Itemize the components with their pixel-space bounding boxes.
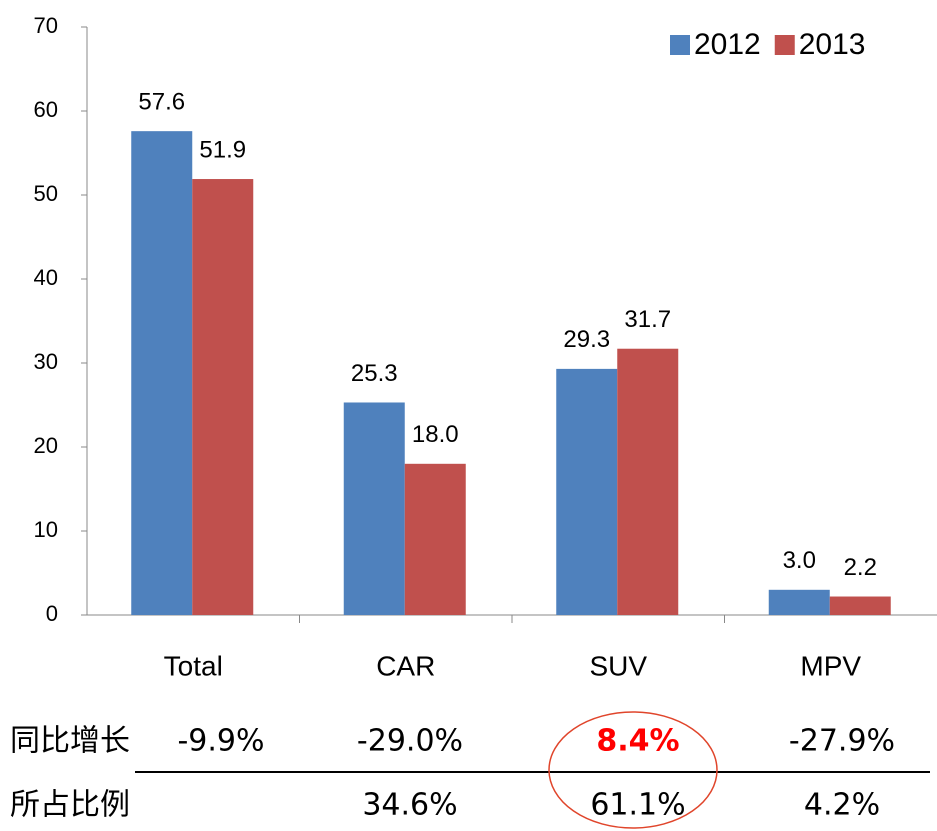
value-label: 3.0 xyxy=(783,547,816,574)
bar xyxy=(556,368,618,615)
value-label: 29.3 xyxy=(563,326,610,353)
highlight-circle xyxy=(548,711,718,829)
legend-label: 2013 xyxy=(799,28,866,61)
x-tick-label: MPV xyxy=(800,650,861,681)
table-cell: -29.0% xyxy=(357,724,463,759)
legend-swatch xyxy=(774,35,795,55)
y-tick-label: 40 xyxy=(34,265,58,290)
bar xyxy=(768,589,830,615)
y-tick-label: 50 xyxy=(34,181,58,206)
value-label: 25.3 xyxy=(351,360,398,387)
table-cell: -9.9% xyxy=(177,724,264,759)
value-label: 57.6 xyxy=(138,89,185,116)
table-cell: -27.9% xyxy=(789,724,895,759)
table-cell: 34.6% xyxy=(362,788,457,823)
x-tick-label: CAR xyxy=(376,650,435,681)
row-label: 同比增长 xyxy=(10,724,130,759)
bar xyxy=(192,179,254,616)
x-tick-label: SUV xyxy=(589,650,647,681)
row-label: 所占比例 xyxy=(10,788,130,823)
y-tick-label: 10 xyxy=(34,517,58,542)
value-label: 2.2 xyxy=(844,554,877,581)
value-label: 18.0 xyxy=(412,421,459,448)
y-tick-label: 70 xyxy=(34,13,58,38)
bar xyxy=(829,596,891,615)
value-label: 31.7 xyxy=(624,306,671,333)
bar xyxy=(131,131,193,615)
bar xyxy=(404,463,466,615)
bar xyxy=(343,402,405,615)
y-tick-label: 0 xyxy=(46,601,58,626)
x-tick-label: Total xyxy=(164,650,223,681)
y-tick-label: 30 xyxy=(34,349,58,374)
legend-swatch xyxy=(670,35,690,55)
table-cell: 8.4% xyxy=(596,724,679,759)
legend-label: 2012 xyxy=(694,28,761,61)
value-label: 51.9 xyxy=(199,136,246,163)
bar xyxy=(617,348,679,615)
table-cell: 61.1% xyxy=(590,788,685,823)
table-cell: 4.2% xyxy=(804,788,880,823)
y-tick-label: 60 xyxy=(34,97,58,122)
y-tick-label: 20 xyxy=(34,433,58,458)
